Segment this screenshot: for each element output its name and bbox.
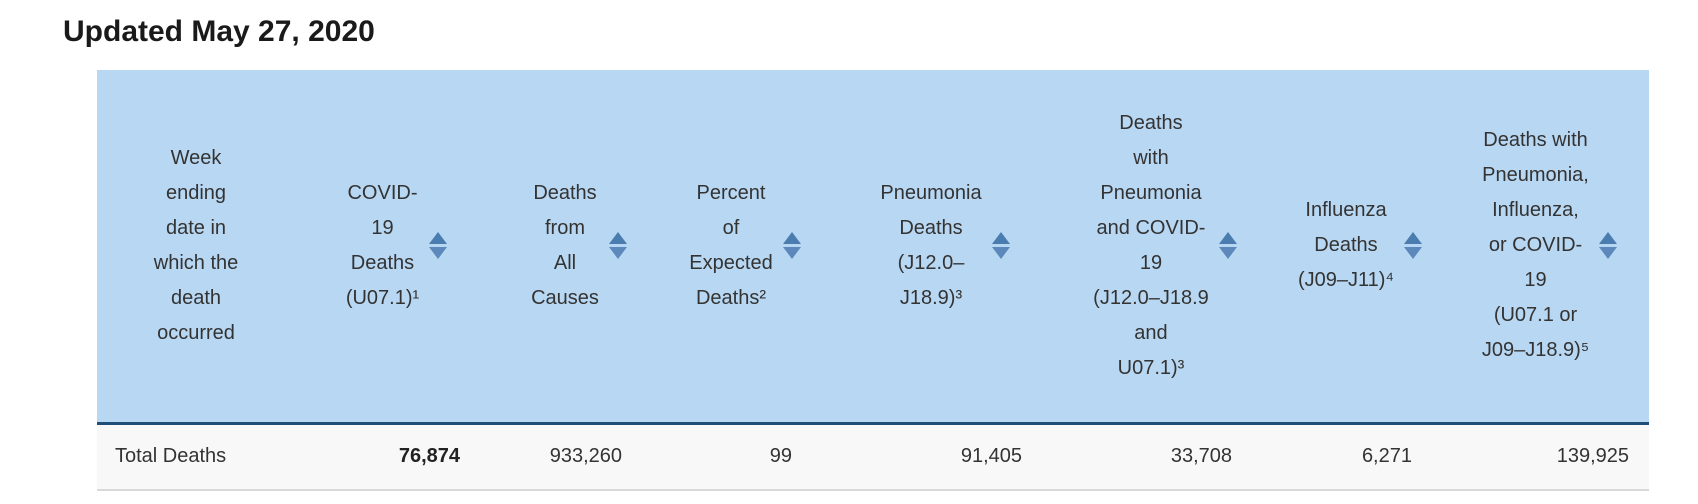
- sort-down-arrow-icon: [1404, 247, 1423, 260]
- table-body: Total Deaths 76,874 933,260 99 91,405 33…: [97, 423, 1649, 491]
- sort-icon: [1218, 232, 1237, 260]
- covid19-deaths-value: 76,874: [295, 423, 498, 491]
- sort-up-arrow-icon: [1218, 232, 1237, 245]
- sort-down-arrow-icon: [1599, 247, 1618, 260]
- column-header-label: Deaths with Pneumonia and COVID- 19 (J12…: [1093, 111, 1209, 379]
- sort-icon: [991, 232, 1010, 260]
- sort-down-arrow-icon: [608, 247, 627, 260]
- column-header-week-ending-date: Week ending date in which the death occu…: [97, 70, 295, 425]
- sort-down-arrow-icon: [782, 247, 801, 260]
- sort-up-arrow-icon: [1404, 232, 1423, 245]
- sort-icon: [782, 232, 801, 260]
- sort-up-arrow-icon: [429, 232, 448, 245]
- sort-icon: [608, 232, 627, 260]
- table-header: Week ending date in which the death occu…: [97, 70, 1649, 425]
- column-header-label: Deaths with Pneumonia, Influenza, or COV…: [1481, 129, 1590, 362]
- header-row: Week ending date in which the death occu…: [97, 70, 1649, 425]
- all-causes-deaths-value: 933,260: [498, 423, 660, 491]
- pneumonia-deaths-value: 91,405: [830, 423, 1060, 491]
- column-header-label: Week ending date in which the death occu…: [153, 146, 239, 344]
- percent-expected-deaths-value: 99: [660, 423, 830, 491]
- column-header-pneumonia-deaths[interactable]: Pneumonia Deaths (J12.0– J18.9)³: [830, 70, 1060, 425]
- pneumonia-and-covid19-deaths-value: 33,708: [1060, 423, 1270, 491]
- column-header-pneumonia-influenza-covid19-deaths[interactable]: Deaths with Pneumonia, Influenza, or COV…: [1450, 70, 1649, 425]
- column-header-pneumonia-and-covid19-deaths[interactable]: Deaths with Pneumonia and COVID- 19 (J12…: [1060, 70, 1270, 425]
- sort-up-arrow-icon: [991, 232, 1010, 245]
- column-header-label: Pneumonia Deaths (J12.0– J18.9)³: [880, 181, 982, 309]
- column-header-label: Percent of Expected Deaths²: [689, 181, 773, 309]
- influenza-deaths-value: 6,271: [1270, 423, 1450, 491]
- sort-down-arrow-icon: [429, 247, 448, 260]
- column-header-influenza-deaths[interactable]: Influenza Deaths (J09–J11)⁴: [1270, 70, 1450, 425]
- sort-up-arrow-icon: [1599, 232, 1618, 245]
- column-header-label: Influenza Deaths (J09–J11)⁴: [1297, 199, 1395, 292]
- column-header-label: Deaths from All Causes: [531, 181, 599, 309]
- sort-down-arrow-icon: [1218, 247, 1237, 260]
- total-deaths-row: Total Deaths 76,874 933,260 99 91,405 33…: [97, 423, 1649, 491]
- column-header-deaths-all-causes[interactable]: Deaths from All Causes: [498, 70, 660, 425]
- column-header-covid19-deaths[interactable]: COVID- 19 Deaths (U07.1)¹: [295, 70, 498, 425]
- provisional-deaths-table: Week ending date in which the death occu…: [97, 70, 1649, 491]
- sort-icon: [1404, 232, 1423, 260]
- pneumonia-influenza-covid19-deaths-value: 139,925: [1450, 423, 1649, 491]
- column-header-percent-expected-deaths[interactable]: Percent of Expected Deaths²: [660, 70, 830, 425]
- sort-down-arrow-icon: [991, 247, 1010, 260]
- total-row-label-cell: Total Deaths: [97, 423, 295, 491]
- sort-up-arrow-icon: [782, 232, 801, 245]
- page-title: Updated May 27, 2020: [63, 15, 375, 48]
- sort-icon: [1599, 232, 1618, 260]
- column-header-label: COVID- 19 Deaths (U07.1)¹: [345, 181, 420, 309]
- sort-up-arrow-icon: [608, 232, 627, 245]
- sort-icon: [429, 232, 448, 260]
